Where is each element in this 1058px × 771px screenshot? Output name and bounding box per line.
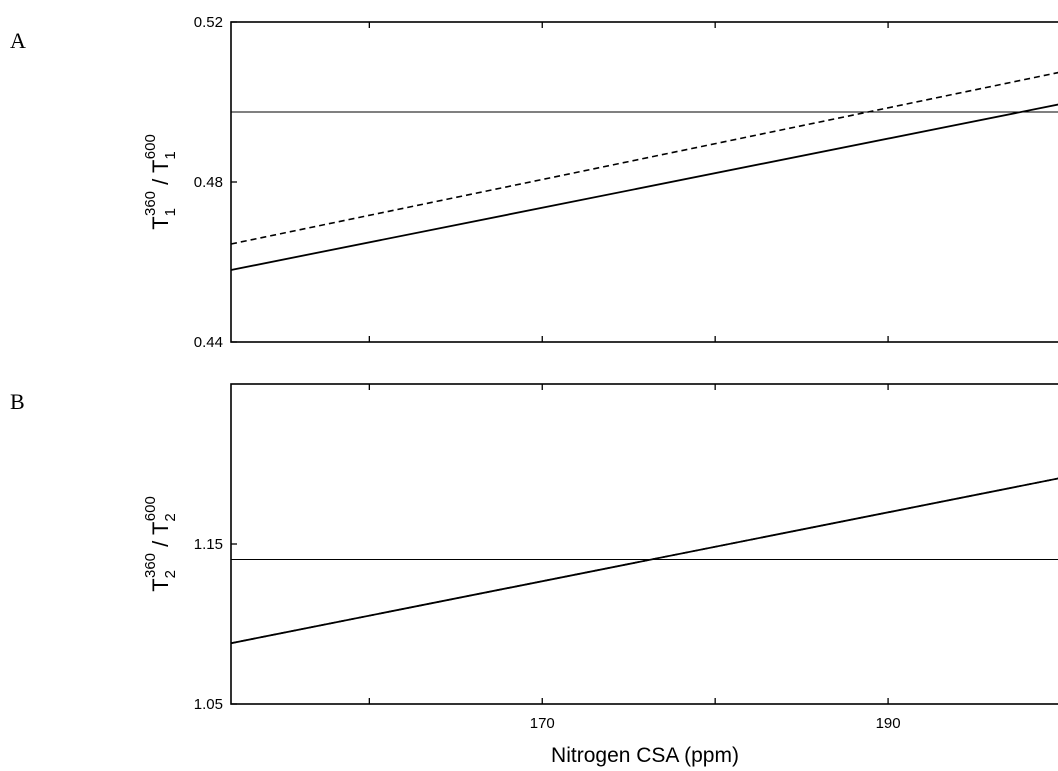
x-tick-label: 190 (876, 715, 901, 732)
panel-a-y-tick-label: 0.48 (194, 174, 223, 191)
panel-b-frame (230, 383, 1058, 705)
panel-a: A T1360 / T1600 0.440.480.52 (10, 14, 1058, 351)
panel-b-ylabel-base2: T (148, 522, 173, 535)
panel-b-letter: B (10, 389, 25, 414)
panel-a-letter: A (10, 28, 26, 53)
panel-a-solid-line (230, 103, 1058, 271)
svg-text:T1360 / T1600: T1360 / T1600 (142, 134, 179, 230)
panel-a-frame (230, 21, 1058, 343)
panel-a-ylabel-sup2: 600 (142, 134, 159, 159)
panel-a-ylabel-sup1: 360 (142, 191, 159, 216)
panel-a-y-tick-label: 0.44 (194, 334, 223, 351)
panel-b-ylabel-sup1: 360 (142, 553, 159, 578)
panel-a-y-tick-label: 0.52 (194, 14, 223, 31)
panel-a-ylabel: T1360 / T1600 (142, 134, 179, 230)
svg-text:T2360 / T2600: T2360 / T2600 (142, 496, 179, 592)
panel-a-ylabel-base2: T (148, 160, 173, 173)
panel-b-ylabel-sub1: 2 (162, 570, 179, 578)
panel-a-ylabel-sub1: 1 (162, 208, 179, 216)
panel-a-ylabel-base: T (148, 216, 173, 229)
panel-b-ylabel-base: T (148, 578, 173, 591)
panel-b-dashed-line (230, 477, 1058, 644)
x-tick-label: 170 (530, 715, 555, 732)
panel-a-dashed-line (230, 71, 1058, 245)
panel-b-ylabel-sub2: 2 (162, 513, 179, 521)
panel-b-y-tick-label: 1.15 (194, 536, 223, 553)
x-axis-title: Nitrogen CSA (ppm) (551, 744, 739, 767)
panel-b-ylabel-sup2: 600 (142, 496, 159, 521)
panel-b-ylabel-sep: / (148, 535, 173, 553)
panel-a-ylabel-sub2: 1 (162, 151, 179, 159)
panel-b-ylabel: T2360 / T2600 (142, 496, 179, 592)
panel-b-y-tick-label: 1.05 (194, 696, 223, 713)
panel-a-ylabel-sep: / (148, 173, 173, 191)
